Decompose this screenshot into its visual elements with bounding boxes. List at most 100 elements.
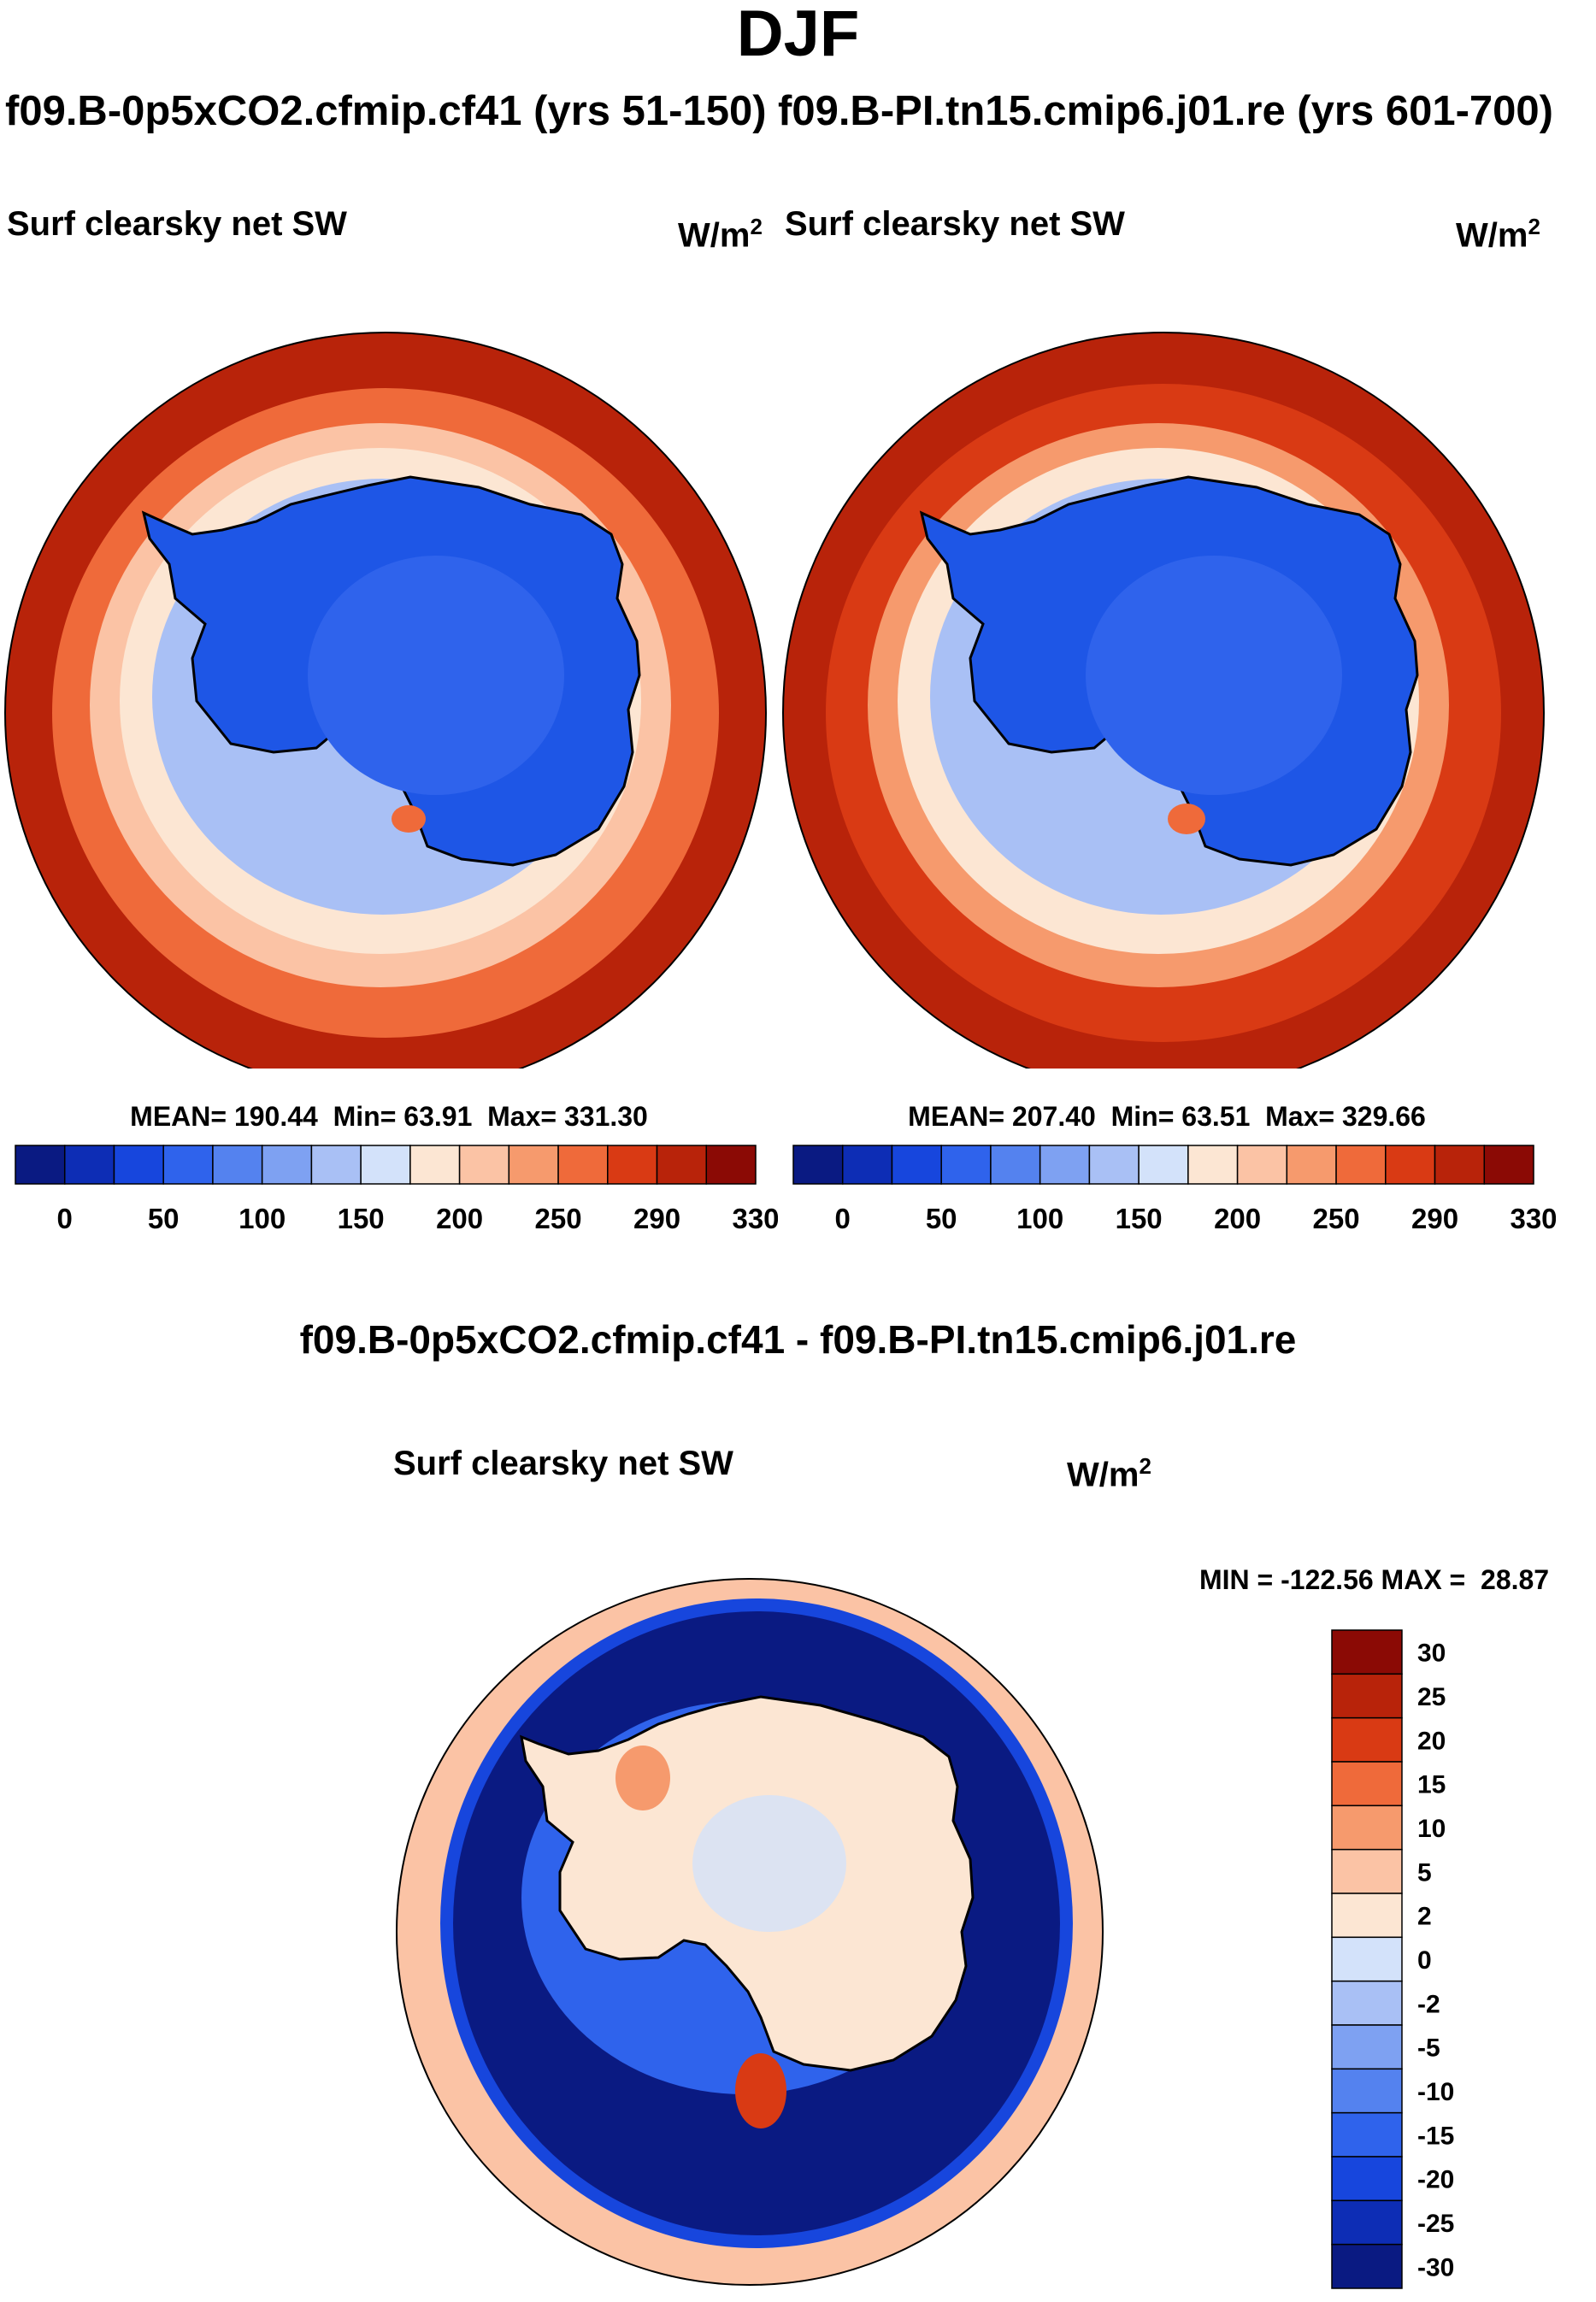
panel-2-ross-sea-spot [1168,804,1205,834]
colorbar-box [360,1145,411,1185]
panel-1-map [4,332,767,1069]
colorbar-box [1236,1145,1288,1185]
colorbar-tick-label: 15 [1417,1771,1446,1799]
colorbar-tick-label: -2 [1417,1990,1440,2018]
panel-3-units: W/m2 [1067,1453,1151,1494]
panel-2-min-value: 63.51 [1181,1101,1251,1132]
colorbar-box [1385,1145,1436,1185]
panel-3-stats: MIN = -122.56 MAX = 28.87 [1199,1564,1549,1596]
colorbar-box [1331,2024,1403,2070]
colorbar-box [261,1145,313,1185]
colorbar-box [212,1145,263,1185]
colorbar-box [1331,1673,1403,1719]
diff-title: f09.B-0p5xCO2.cfmip.cf41 - f09.B-PI.tn15… [299,1317,1297,1362]
colorbar-box [63,1145,115,1185]
panel-2-min-label: Min= [1110,1101,1175,1132]
colorbar-box [1335,1145,1387,1185]
colorbar-box [1331,1761,1403,1807]
colorbar-tick-label: -5 [1417,2034,1440,2063]
colorbar-box [1331,2111,1403,2158]
panel-3-ross-sea-spot [735,2053,786,2128]
panel-1-units: W/m2 [678,214,763,255]
panel-1-mean-label: MEAN= [130,1101,227,1132]
panel-1-units-exp: 2 [750,214,763,239]
colorbar-tick-label: 100 [1016,1203,1063,1234]
panel-3-min-value: -122.56 [1281,1564,1374,1595]
colorbar-tick-label: 10 [1417,1815,1446,1843]
panel-3-map [396,1578,1104,2286]
colorbar-tick-label: 2 [1417,1903,1432,1931]
colorbar-box [1138,1145,1189,1185]
panel-2-stats: MEAN= 207.40 Min= 63.51 Max= 329.66 [778,1101,1556,1133]
colorbar-box [990,1145,1041,1185]
panel-1-min-value: 63.91 [403,1101,473,1132]
colorbar-box [891,1145,942,1185]
colorbar-box [1088,1145,1140,1185]
colorbar-tick-label: 5 [1417,1858,1432,1887]
colorbar-box [1187,1145,1239,1185]
colorbar-tick-label: 150 [1116,1203,1163,1234]
colorbar-tick-label: -20 [1417,2166,1454,2194]
colorbar-box [557,1145,609,1185]
colorbar-box [1331,2199,1403,2246]
panel-2-continent-inner [1086,556,1342,795]
colorbar-box [705,1145,757,1185]
panel-1-max-value: 331.30 [563,1101,648,1132]
panel-3-map-border [396,1578,1104,2286]
colorbar-box [113,1145,164,1185]
colorbar-tick-label: 0 [835,1203,851,1234]
panel-2-max-label: Max= [1265,1101,1335,1132]
panel-1-ross-sea-spot [392,805,426,833]
panel-3: Surf clearsky net SW W/m2 MIN = -122.56 … [0,1419,1596,2299]
colorbar-box [15,1145,66,1185]
colorbar-box [1331,1893,1403,1939]
subtitle-left: f09.B-0p5xCO2.cfmip.cf41 (yrs 51-150) [5,88,767,134]
colorbar-tick-label: 290 [633,1203,680,1234]
colorbar-box [1331,2243,1403,2289]
colorbar-box [1331,1716,1403,1763]
colorbar-box [458,1145,510,1185]
panel-3-continent-speckle [692,1795,846,1932]
colorbar-box [1331,2156,1403,2202]
colorbar-tick-label: 50 [148,1203,180,1234]
colorbar-tick-label: 330 [1510,1203,1556,1234]
panel-1-map-border [4,332,767,1069]
panel-1-max-label: Max= [487,1101,557,1132]
colorbar-tick-label: 0 [1417,1946,1432,1975]
panel-3-max-value: 28.87 [1481,1564,1550,1595]
panel-1-min-label: Min= [333,1101,397,1132]
colorbar-tick-label: -15 [1417,2122,1454,2150]
colorbar-tick-label: -30 [1417,2253,1454,2281]
colorbar-box [508,1145,559,1185]
panel-3-units-base: W/m [1067,1456,1140,1494]
panel-3-min-label: MIN = [1199,1564,1274,1595]
colorbar-box [792,1145,844,1185]
colorbar-tick-label: 25 [1417,1683,1446,1711]
colorbar-tick-label: 30 [1417,1640,1446,1668]
panel-2-max-value: 329.66 [1341,1101,1426,1132]
panel-1: Surf clearsky net SW W/m2 MEAN= 190.44 M… [0,197,778,1265]
colorbar-tick-label: 290 [1411,1203,1458,1234]
page-title: DJF [736,0,860,70]
colorbar-tick-label: 200 [1214,1203,1261,1234]
panel-2-mean-label: MEAN= [908,1101,1005,1132]
colorbar-box [1331,1936,1403,1982]
colorbar-box [1434,1145,1486,1185]
panel-3-units-exp: 2 [1139,1453,1151,1479]
colorbar-box [1331,1629,1403,1675]
colorbar-box [940,1145,992,1185]
colorbar-box [1331,2068,1403,2114]
subtitle-right: f09.B-PI.tn15.cmip6.j01.re (yrs 601-700) [778,88,1553,134]
colorbar-box [409,1145,461,1185]
panel-2-units-base: W/m [1456,216,1528,255]
colorbar-tick-label: 150 [338,1203,385,1234]
colorbar-box [1039,1145,1091,1185]
colorbar-box [1483,1145,1534,1185]
colorbar-tick-label: -10 [1417,2078,1454,2106]
panel-2-units-exp: 2 [1528,214,1540,239]
colorbar-tick-label: 250 [535,1203,582,1234]
panel-2-map-border [782,332,1545,1069]
colorbar-tick-label: 250 [1313,1203,1360,1234]
colorbar-tick-label: -25 [1417,2210,1454,2238]
